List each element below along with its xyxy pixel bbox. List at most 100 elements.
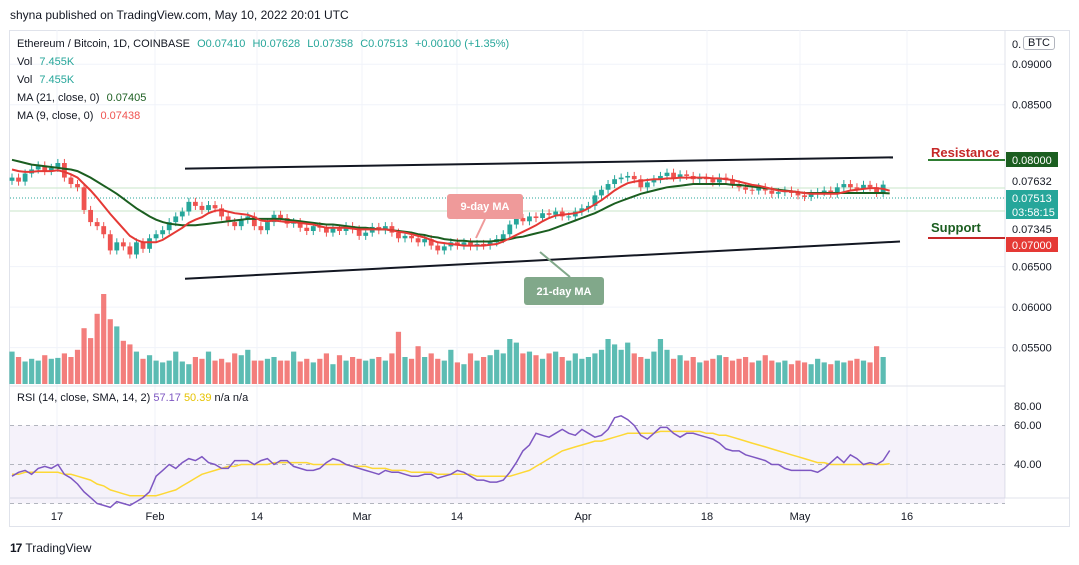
candle-body — [618, 177, 624, 180]
ma21-callout-pointer — [539, 251, 571, 278]
candle-body — [468, 242, 473, 247]
time-tick-label: May — [790, 511, 811, 523]
candle-body — [310, 226, 316, 231]
candle-body — [586, 205, 591, 209]
price-tick-label: 0.06500 — [1012, 262, 1052, 274]
price-tick-label: 0.05500 — [1012, 343, 1052, 355]
candle-body — [153, 234, 159, 239]
candle-body — [756, 187, 762, 191]
candle-body — [579, 208, 585, 212]
volume-bar — [546, 353, 552, 384]
price-label-bg — [1006, 173, 1058, 188]
candle-body — [140, 242, 146, 249]
volume-bar — [847, 360, 853, 384]
candle-body — [251, 216, 257, 227]
candle-body — [867, 184, 873, 188]
volume-bar — [828, 364, 834, 384]
volume-bar — [330, 364, 336, 384]
resistance-label: Resistance — [931, 145, 1000, 160]
legend-vol1-label: Vol — [17, 56, 33, 68]
volume-bar — [101, 294, 107, 384]
candle-body — [749, 189, 755, 191]
legend-ma9-row[interactable]: MA (9, close, 0) 0.07438 — [17, 107, 513, 125]
volume-bar — [179, 361, 185, 384]
legend-ma21-row[interactable]: MA (21, close, 0) 0.07405 — [17, 89, 513, 107]
candle-body — [88, 209, 93, 223]
volume-bar — [81, 328, 87, 384]
volume-bar — [815, 358, 821, 384]
volume-bar — [448, 349, 454, 384]
rsi-legend-sma: 50.39 — [183, 392, 212, 404]
candle-body — [134, 242, 139, 255]
legend-open: O0.07410 — [197, 38, 246, 50]
candle-body — [500, 234, 506, 240]
time-tick-label: Apr — [574, 511, 591, 523]
volume-bar — [264, 358, 271, 384]
legend-vol1-row[interactable]: Vol 7.455K — [17, 53, 513, 71]
candle-body — [658, 175, 663, 180]
candle-body — [874, 187, 879, 193]
volume-bar — [258, 360, 264, 384]
candle-body — [821, 190, 827, 193]
volume-bar — [166, 360, 172, 384]
time-tick-label: 18 — [701, 511, 713, 523]
candle-body — [710, 179, 716, 183]
candle-body — [186, 201, 192, 212]
currency-badge[interactable]: BTC — [1023, 36, 1055, 50]
volume-bar — [710, 358, 716, 384]
candle-body — [402, 235, 408, 239]
candle-body — [520, 218, 526, 222]
volume-bar — [533, 355, 539, 384]
volume-bar — [389, 353, 395, 384]
candle-body — [297, 222, 303, 228]
candle-body — [540, 213, 545, 219]
volume-bar — [749, 362, 755, 384]
candle-body — [219, 208, 224, 217]
volume-bar — [232, 353, 238, 384]
volume-bar — [513, 342, 519, 384]
candle-body — [42, 165, 48, 172]
price-label: 0.07632 — [1012, 176, 1052, 188]
volume-bar — [481, 357, 487, 384]
volume-bar — [507, 339, 513, 384]
volume-bar — [821, 362, 827, 384]
candle-body — [730, 179, 735, 185]
candle-body — [68, 177, 74, 185]
candle-body — [605, 184, 611, 190]
candle-body — [631, 175, 637, 180]
candle-body — [75, 184, 80, 188]
candle-body — [625, 175, 631, 178]
price-label-bg — [1006, 152, 1058, 167]
volume-bar — [94, 313, 100, 384]
volume-bar — [644, 358, 650, 384]
footer-brand[interactable]: TradingView — [25, 541, 92, 555]
volume-bar — [553, 351, 559, 384]
volume-bar — [395, 331, 402, 384]
candle-body — [795, 192, 801, 196]
legend-symbol[interactable]: Ethereum / Bitcoin, 1D, COINBASE — [17, 38, 191, 50]
volume-bar — [625, 342, 631, 384]
volume-bar — [153, 360, 159, 384]
rsi-pane — [10, 414, 1005, 509]
candle-body — [35, 165, 41, 170]
price-label-bg — [1006, 221, 1058, 236]
volume-bar — [343, 360, 349, 384]
candle-body — [179, 211, 185, 217]
volume-bar — [310, 362, 316, 384]
footer: 17 TradingView — [10, 541, 91, 555]
candle-body — [461, 242, 467, 246]
volume-bar — [192, 357, 198, 384]
volume-bar — [146, 355, 153, 384]
candle-body — [428, 239, 434, 246]
time-tick-label: Mar — [353, 511, 372, 523]
volume-bar — [841, 362, 847, 384]
legend-vol2-row[interactable]: Vol 7.455K — [17, 71, 513, 89]
legend-vol2-label: Vol — [17, 74, 33, 86]
candle-body — [212, 205, 218, 209]
axes: 0.09000 0.08500 0.06500 0.06000 0.05500 0. 0.0… — [51, 39, 1058, 523]
candle-body — [160, 230, 166, 235]
volume-bar — [467, 353, 474, 384]
rsi-legend[interactable]: RSI (14, close, SMA, 14, 2) 57.17 50.39 … — [17, 392, 248, 404]
candle-body — [16, 177, 21, 182]
price-label: 0.07000 — [1012, 240, 1052, 252]
